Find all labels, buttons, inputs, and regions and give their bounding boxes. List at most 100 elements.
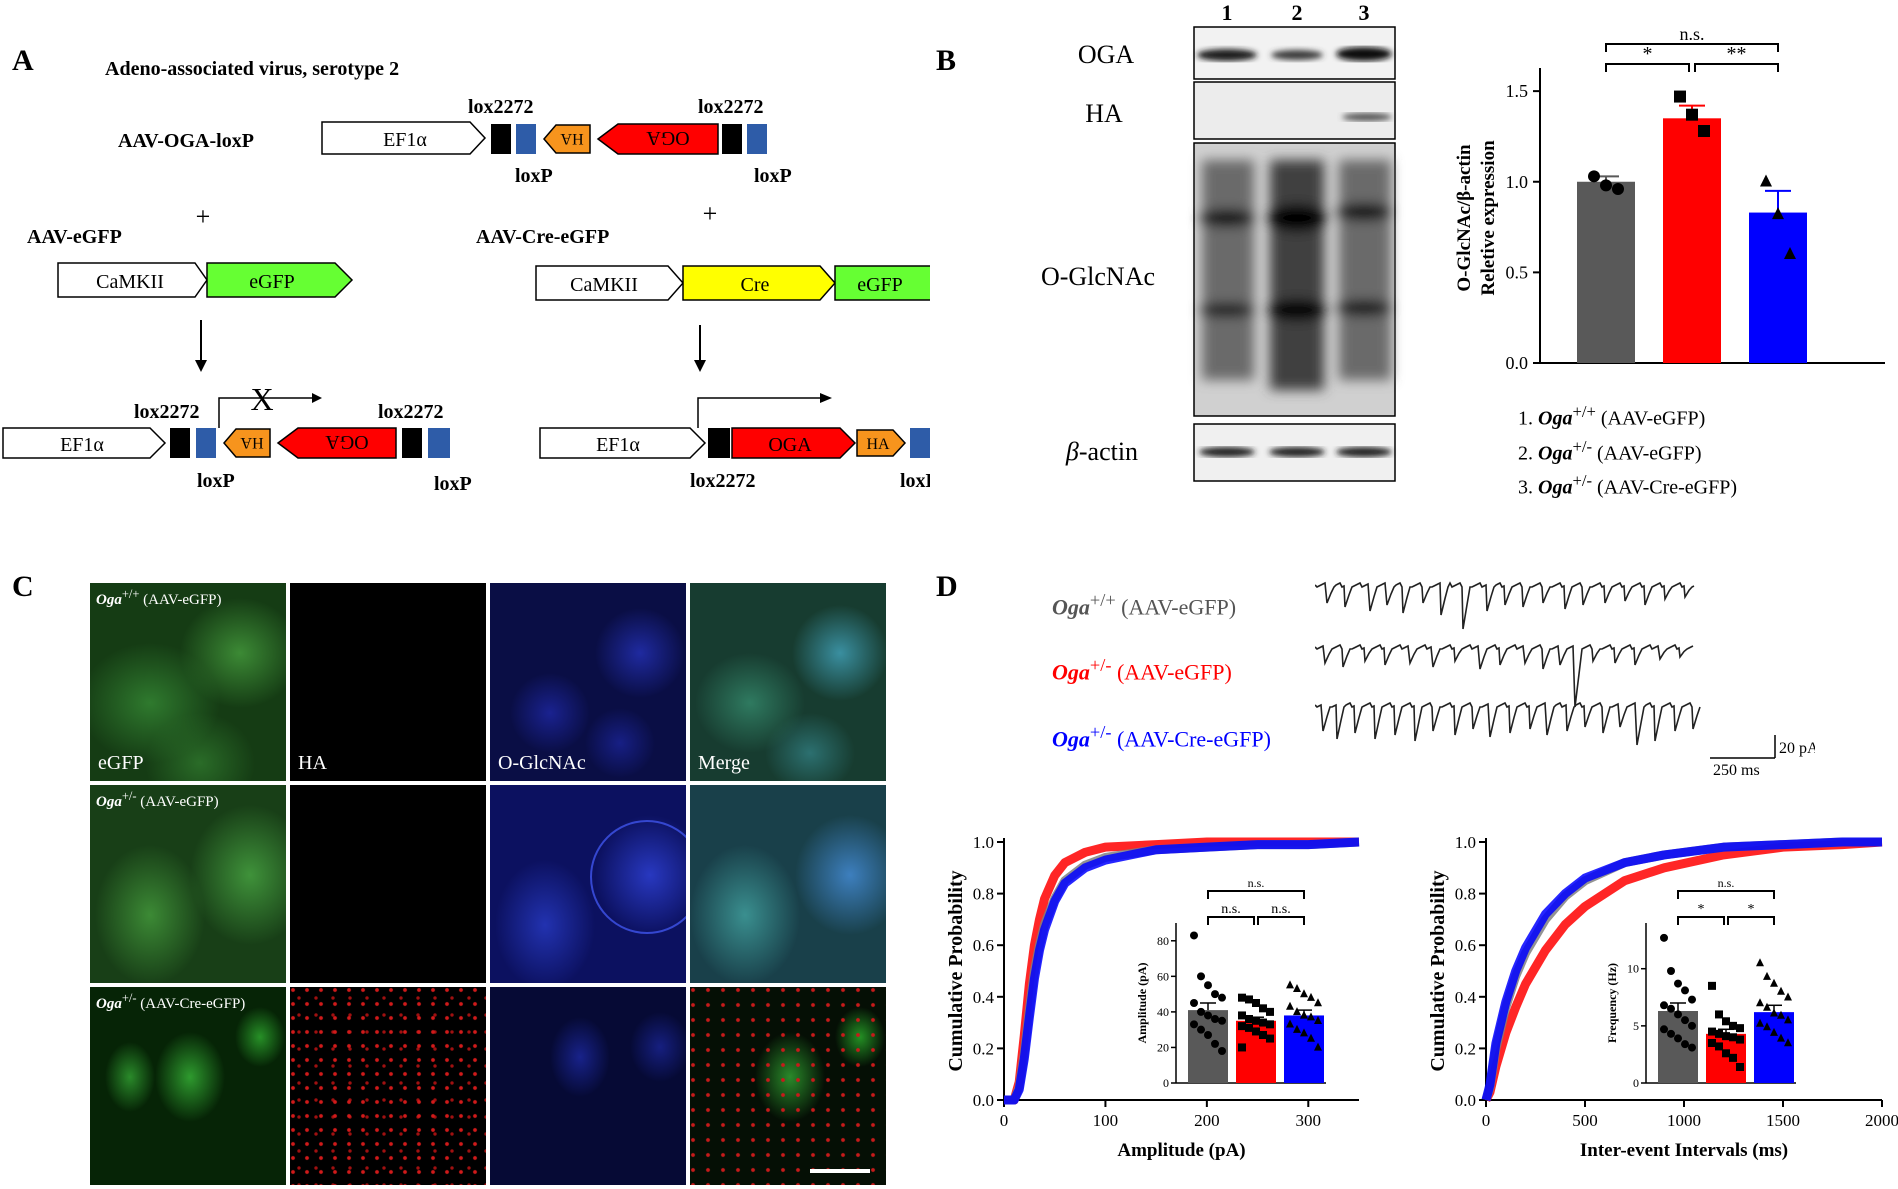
bar — [1749, 212, 1807, 363]
transcription-arrow-head — [312, 393, 322, 403]
inset-data-point — [1300, 989, 1308, 998]
inset-data-point — [1688, 1043, 1696, 1052]
legend-entry: 1. Oga+/+ (AAV-eGFP) — [1518, 402, 1706, 430]
panel-label-c: C — [12, 570, 34, 603]
inset-data-point — [1688, 995, 1696, 1004]
inset-data-point — [1238, 1011, 1246, 1020]
inset-data-point — [1777, 986, 1785, 995]
ef1a-label: EF1α — [596, 434, 640, 456]
y-axis-label: Cumulative Probability — [945, 870, 967, 1071]
y-tick-label: 0.0 — [973, 1091, 994, 1110]
cre-gene — [682, 265, 837, 301]
ha-label-inverted: HA — [560, 130, 584, 147]
down-arrow-head — [694, 360, 706, 372]
lane-number: 2 — [1292, 0, 1303, 25]
inset-data-point — [1784, 992, 1792, 1001]
inset-data-point — [1293, 1007, 1301, 1016]
genotype-tag: Oga+/- (AAV-eGFP) — [96, 789, 219, 810]
cdf-series — [1481, 837, 1882, 1102]
inset-data-point — [1777, 1033, 1785, 1042]
inset-data-point — [1245, 995, 1253, 1004]
lox2272-label: lox2272 — [468, 96, 534, 118]
y-tick-label: 0.2 — [1455, 1039, 1476, 1058]
inset-y-tick-label: 10 — [1627, 962, 1639, 976]
inset-y-axis-label: Frequency (Hz) — [1605, 963, 1619, 1043]
lox2272-site — [708, 428, 730, 458]
inset-data-point — [1674, 1010, 1682, 1019]
inset-data-point — [1197, 1025, 1205, 1034]
bar — [1663, 118, 1721, 363]
construct-egfp-label: AAV-eGFP — [27, 226, 122, 248]
data-point — [1772, 207, 1784, 220]
inset-y-tick-label: 5 — [1633, 1019, 1639, 1033]
blocked-mark: X — [250, 381, 273, 417]
lox2272-site — [491, 124, 511, 154]
inset-data-point — [1252, 1027, 1260, 1036]
inset-data-point — [1204, 981, 1212, 990]
micro-egfp-row2: Oga+/- (AAV-eGFP) — [90, 785, 286, 983]
inset-data-point — [1238, 1022, 1246, 1031]
loxp-label: loxP — [515, 165, 553, 187]
legend-entry: 2. Oga+/- (AAV-eGFP) — [1518, 436, 1702, 465]
inset-data-point — [1667, 1004, 1675, 1013]
inset-data-point — [1259, 1018, 1267, 1027]
inset-data-point — [1197, 972, 1205, 981]
inset-data-point — [1763, 971, 1771, 980]
inset-data-point — [1245, 1015, 1253, 1023]
inset-data-point — [1729, 1053, 1737, 1062]
x-tick-label: 2000 — [1865, 1111, 1898, 1130]
y-axis-label-line: Reletive expression — [1478, 140, 1499, 296]
y-tick-label: 1.0 — [1455, 833, 1476, 852]
transcription-arrow — [697, 397, 820, 428]
data-point — [1674, 90, 1686, 103]
inset-data-point — [1722, 1032, 1730, 1041]
blot-ha — [1193, 81, 1396, 140]
x-tick-label: 1000 — [1667, 1111, 1701, 1130]
camkii-label: CaMKII — [96, 271, 164, 293]
inset-data-point — [1286, 1001, 1294, 1010]
data-point — [1760, 174, 1772, 187]
trace-label: Oga+/- (AAV-eGFP) — [1052, 655, 1232, 685]
inset-y-tick-label: 20 — [1157, 1040, 1169, 1054]
channel-label: eGFP — [98, 752, 144, 774]
y-axis-label: O-GlcNAc/β-actin Reletive expression — [1454, 140, 1499, 296]
significance-label: n.s. — [1221, 902, 1240, 917]
inset-data-point — [1756, 998, 1764, 1007]
inset-data-point — [1708, 1027, 1716, 1036]
micro-egfp-row3: Oga+/- (AAV-Cre-eGFP) — [90, 987, 286, 1185]
ephys-traces: 20 pA 250 ms — [1315, 581, 1815, 775]
construct-cre-label: AAV-Cre-eGFP — [476, 226, 609, 248]
scale-time-label: 250 ms — [1713, 762, 1760, 775]
micro-ha-row2 — [290, 785, 486, 983]
micro-ha-row3 — [290, 987, 486, 1185]
lane-number: 1 — [1222, 0, 1233, 25]
lane-number: 3 — [1359, 0, 1370, 25]
trace-label: Oga+/- (AAV-Cre-eGFP) — [1052, 722, 1271, 752]
inset-data-point — [1722, 1017, 1730, 1026]
significance-label: n.s. — [1679, 24, 1704, 44]
scale-amp-label: 20 pA — [1779, 740, 1815, 757]
inset-data-point — [1736, 1063, 1744, 1071]
oga-bands — [1197, 47, 1392, 61]
data-point — [1612, 183, 1624, 195]
micro-oglcnac-row3 — [490, 987, 686, 1185]
inset-data-point — [1218, 993, 1226, 1002]
inset-data-point — [1660, 1025, 1668, 1034]
lox2272-site — [722, 124, 742, 154]
inset-data-point — [1674, 1034, 1682, 1043]
cre-label: Cre — [741, 274, 770, 296]
oga-label-inverted: OGA — [325, 431, 369, 453]
bar — [1577, 181, 1635, 363]
inset-data-point — [1681, 1016, 1689, 1025]
ha-tag-inverted — [223, 428, 271, 458]
y-tick-label: 0.6 — [1455, 936, 1476, 955]
oga-label-inverted: OGA — [646, 127, 690, 149]
inset-data-point — [1259, 1031, 1267, 1039]
inset-data-point — [1293, 983, 1301, 992]
significance-label: ** — [1727, 43, 1747, 65]
ha-label-inverted: HA — [240, 434, 264, 451]
significance-bracket — [1694, 63, 1779, 72]
ha-label: HA — [866, 436, 890, 453]
significance-label: n.s. — [1248, 876, 1265, 890]
